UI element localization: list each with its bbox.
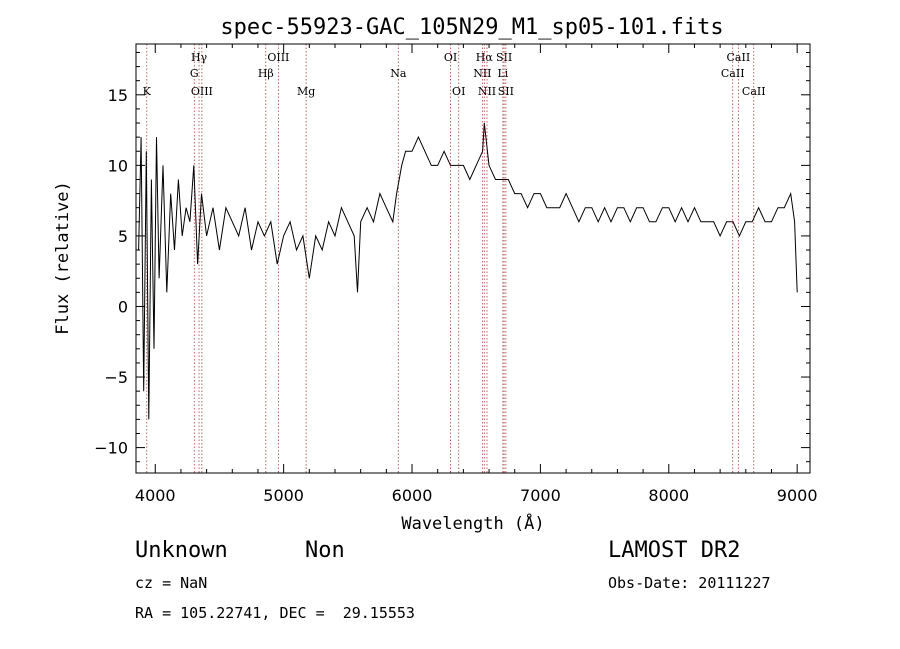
spectrum-line	[138, 122, 798, 420]
y-tick-label: 0	[118, 297, 128, 316]
spectral-line-label: OI	[452, 85, 465, 98]
spectral-line-label: OIII	[267, 51, 289, 64]
spectral-line-label: CaII	[721, 67, 745, 80]
x-tick-label: 4000	[135, 486, 176, 505]
x-axis-label: Wavelength (Å)	[401, 512, 544, 534]
spectral-line-label: CaII	[742, 85, 766, 98]
spectral-line-label: CaII	[727, 51, 751, 64]
coordinates-label: RA = 105.22741, DEC = 29.15553	[135, 604, 415, 622]
spectral-line-label: Mg	[297, 85, 315, 98]
redshift-label: cz = NaN	[135, 574, 208, 592]
spectral-line-label: SII	[498, 85, 514, 98]
chart-title: spec-55923-GAC_105N29_M1_sp05-101.fits	[220, 15, 723, 40]
y-tick-label: −5	[104, 368, 128, 387]
spectral-line-label: G	[190, 67, 199, 80]
plot-frame	[135, 43, 811, 474]
x-tick-label: 5000	[263, 486, 304, 505]
spectral-line-label: NII	[478, 85, 496, 98]
spectral-line-markers: KHγGOIIIHβOIIIMgNaOIOIHαNIINIISIILiSIICa…	[143, 44, 766, 473]
x-tick-label: 9000	[777, 486, 818, 505]
y-tick-label: 10	[108, 156, 128, 175]
y-tick-label: 5	[118, 227, 128, 246]
obs-date-label: Obs-Date: 20111227	[608, 574, 771, 592]
object-subclass: Non	[305, 538, 345, 563]
spectrum-series	[138, 122, 798, 420]
y-tick-label: −10	[94, 439, 128, 458]
axis-ticks: 4000 5000 6000 7000 8000 9000 −10 −5 0 5 10 15	[94, 44, 818, 505]
object-class: Unknown	[135, 538, 228, 563]
spectral-line-label: OI	[444, 51, 457, 64]
spectral-line-label: Li	[497, 67, 508, 80]
x-tick-label: 7000	[520, 486, 561, 505]
spectral-line-label: SII	[496, 51, 512, 64]
spectral-line-label: Na	[390, 67, 407, 80]
spectral-line-label: Hα	[476, 51, 494, 64]
spectral-line-label: NII	[473, 67, 491, 80]
x-tick-label: 6000	[392, 486, 433, 505]
spectral-line-label: OIII	[191, 85, 213, 98]
spectral-line-label: Hγ	[191, 51, 208, 64]
y-axis-label: Flux (relative)	[53, 181, 73, 335]
spectral-line-label: K	[143, 85, 152, 98]
survey-label: LAMOST DR2	[608, 538, 741, 563]
x-tick-label: 8000	[648, 486, 689, 505]
y-tick-label: 15	[108, 86, 128, 105]
spectral-line-label: Hβ	[258, 67, 274, 80]
